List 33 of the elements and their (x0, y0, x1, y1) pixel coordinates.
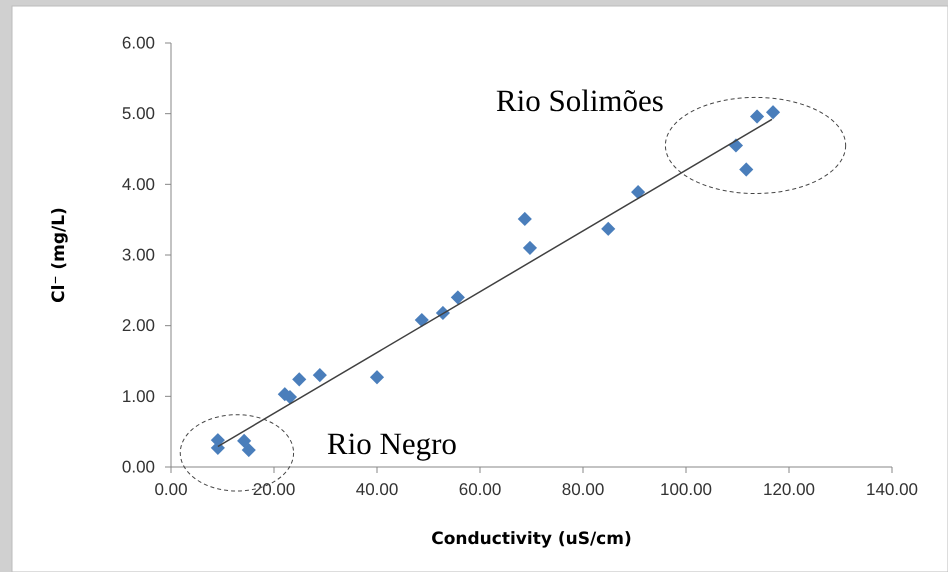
point (414, 312, 429, 328)
x-tick-label: 140.00 (866, 480, 918, 500)
y-tick-label: 2.00 (122, 316, 155, 336)
y-tick-label: 3.00 (122, 245, 155, 264)
point (450, 290, 465, 304)
point (750, 109, 764, 124)
x-tick-label: 40.00 (356, 480, 398, 500)
y-tick-label: 6.00 (122, 33, 155, 52)
x-tick-label: 100.00 (660, 480, 712, 500)
point (292, 372, 306, 386)
y-tick-label: 5.00 (122, 104, 155, 124)
x-tick-label: 120.00 (763, 480, 815, 500)
annotation: Rio Solimões (496, 83, 664, 118)
point (518, 212, 532, 226)
point (601, 222, 616, 236)
x-axis-title: Conductivity (uS/cm) (431, 529, 632, 549)
point (237, 434, 252, 448)
x-tick-label: 80.00 (562, 480, 604, 500)
point (522, 240, 538, 256)
y-axis-title: Cl⁻ (mg/L) (49, 207, 69, 303)
point (312, 368, 327, 382)
annotation: Rio Negro (326, 426, 457, 461)
x-tick-label: 0.00 (154, 480, 188, 500)
y-tick-label: 0.00 (122, 457, 155, 476)
y-tick-label: 4.00 (122, 174, 155, 194)
point (242, 442, 256, 458)
point (739, 162, 754, 177)
point (370, 370, 384, 384)
point (631, 185, 646, 200)
y-tick-label: 1.00 (122, 386, 155, 406)
point (766, 105, 780, 120)
x-tick-label: 20.00 (252, 480, 296, 500)
x-tick-label: 60.00 (458, 480, 502, 500)
